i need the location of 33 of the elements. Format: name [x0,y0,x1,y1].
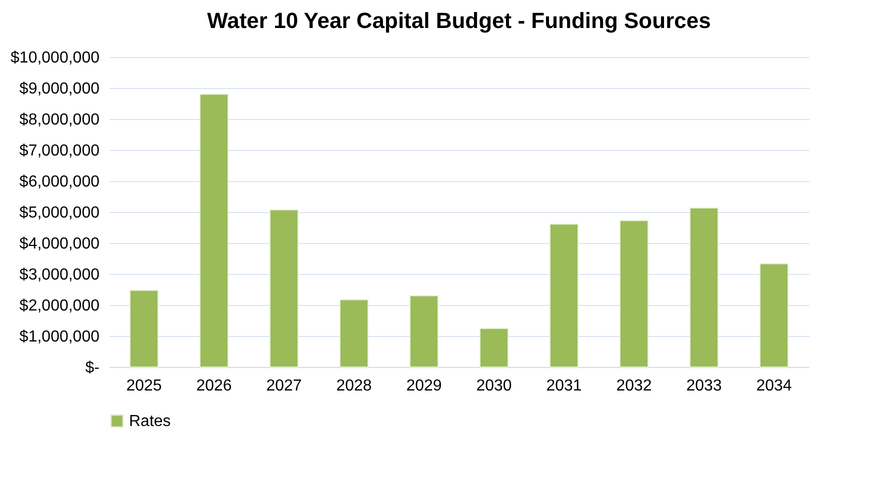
y-tick-label: $9,000,000 [19,80,100,98]
x-tick-label: 2027 [266,378,302,394]
chart-title: Water 10 Year Capital Budget - Funding Sources [207,8,711,33]
y-tick-label: $5,000,000 [19,204,100,222]
bar [620,220,648,368]
bar [550,224,578,368]
x-tick-label: 2033 [686,378,722,394]
x-tick-label: 2025 [126,378,162,394]
y-tick-label: $6,000,000 [19,174,100,190]
x-tick-label: 2030 [476,378,512,394]
x-tick-label: 2026 [196,378,232,394]
bar [690,207,718,368]
y-tick-label: $1,000,000 [19,328,100,346]
bar [480,328,508,368]
y-tick-label: $10,000,000 [10,50,100,66]
x-tick-label: 2034 [756,378,792,394]
bar [270,209,298,368]
bar [410,295,438,368]
x-tick-label: 2028 [336,378,372,394]
y-tick-label: $3,000,000 [19,266,100,284]
y-tick-label: $7,000,000 [19,142,100,160]
x-tick-label: 2029 [406,378,442,394]
y-tick-label: $8,000,000 [19,112,100,128]
bar [760,263,788,368]
x-tick-label: 2032 [616,378,652,394]
x-tick-label: 2031 [546,378,582,394]
bar [130,290,158,368]
y-tick-label: $2,000,000 [19,298,100,314]
y-tick-label: $4,000,000 [19,236,100,252]
y-tick-label: $- [85,360,100,376]
legend-label: Rates [129,413,171,430]
bar [340,299,368,368]
bar [200,94,228,368]
